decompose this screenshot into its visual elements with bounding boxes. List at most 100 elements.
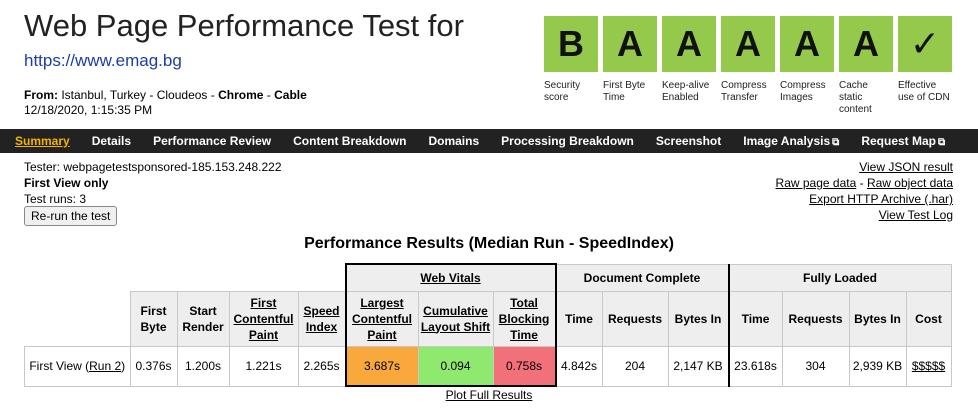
- cell-doc-requests: 204: [601, 345, 669, 387]
- tab-processing-breakdown[interactable]: Processing Breakdown: [501, 134, 634, 148]
- raw-data-links: Raw page data - Raw object data: [776, 175, 953, 191]
- row-label: First View (Run 2): [24, 345, 131, 387]
- grade-label: Effective use of CDN: [898, 80, 950, 103]
- col-full-requests: Requests: [781, 290, 850, 347]
- web-vitals-group[interactable]: Web Vitals: [344, 263, 557, 292]
- speed-index-link[interactable]: Speed Index: [303, 303, 340, 334]
- grade-label: Keep-alive Enabled: [662, 80, 710, 103]
- external-link-icon: ⧉: [938, 137, 946, 148]
- tab-summary[interactable]: Summary: [15, 134, 70, 148]
- grade-badge: A: [839, 16, 893, 72]
- col-doc-time: Time: [555, 290, 603, 347]
- col-tbt[interactable]: Total Blocking Time: [492, 290, 557, 347]
- col-doc-bytes: Bytes In: [667, 290, 729, 347]
- tab-domains[interactable]: Domains: [428, 134, 480, 148]
- tab-details[interactable]: Details: [91, 134, 132, 148]
- cell-lcp: 3.687s: [344, 345, 419, 387]
- grade-label: Compress Images: [780, 80, 826, 103]
- tab-image-analysis[interactable]: Image Analysis ⧉: [743, 134, 839, 148]
- header-spacer: [24, 264, 346, 291]
- cell-first-byte: 0.376s: [129, 345, 178, 387]
- cell-speed-index: 2.265s: [297, 345, 346, 387]
- separator: -: [856, 176, 867, 190]
- tested-url-link[interactable]: https://www.emag.bg: [24, 51, 182, 70]
- rerun-button[interactable]: Re-run the test: [24, 206, 118, 226]
- result-links: View JSON result Raw page data - Raw obj…: [776, 159, 953, 223]
- grade-badge: A: [780, 16, 834, 72]
- grade-label: Security score: [544, 80, 581, 103]
- tab-performance-review[interactable]: Performance Review: [153, 134, 272, 148]
- view-test-log-link[interactable]: View Test Log: [878, 208, 953, 222]
- grade-label: First Byte Time: [603, 80, 646, 103]
- col-first-byte: First Byte: [129, 290, 178, 347]
- grade-badge: B: [544, 16, 598, 72]
- grade-compress-transfer[interactable]: A Compress Transfer: [721, 16, 775, 104]
- cell-cost[interactable]: $$$$$: [905, 345, 952, 387]
- tab-screenshot[interactable]: Screenshot: [655, 134, 722, 148]
- results-table: Web Vitals Document Complete Fully Loade…: [24, 263, 952, 387]
- grade-badge: A: [662, 16, 716, 72]
- export-har-link[interactable]: Export HTTP Archive (.har): [809, 192, 953, 206]
- col-fcp[interactable]: First Contentful Paint: [228, 290, 299, 347]
- grade-compress-images[interactable]: A Compress Images: [780, 16, 834, 104]
- cost-link[interactable]: $$$$$: [911, 359, 946, 373]
- tab-request-map[interactable]: Request Map ⧉: [861, 134, 945, 148]
- checkmark-icon: ✓: [898, 16, 952, 72]
- plot-results: Plot Full Results: [0, 388, 978, 402]
- tab-content-breakdown[interactable]: Content Breakdown: [293, 134, 407, 148]
- col-full-time: Time: [727, 290, 783, 347]
- grade-cache-static[interactable]: A Cache static content: [839, 16, 893, 116]
- col-doc-requests: Requests: [601, 290, 669, 347]
- cell-cls: 0.094: [417, 345, 494, 387]
- fully-loaded-group: Fully Loaded: [727, 263, 952, 292]
- browser-name: Chrome: [218, 88, 264, 102]
- cell-full-time: 23.618s: [727, 345, 783, 387]
- grade-badge: A: [603, 16, 657, 72]
- fcp-link[interactable]: First Contentful Paint: [233, 295, 294, 342]
- row-label-header: [24, 291, 130, 346]
- grade-cdn[interactable]: ✓ Effective use of CDN: [898, 16, 952, 104]
- raw-page-data-link[interactable]: Raw page data: [775, 176, 857, 190]
- lcp-link[interactable]: Largest Contentful Paint: [352, 295, 412, 342]
- view-json-link[interactable]: View JSON result: [859, 160, 953, 174]
- separator: -: [263, 88, 275, 102]
- col-cls[interactable]: Cumulative Layout Shift: [417, 290, 494, 347]
- from-label: From:: [24, 88, 58, 102]
- grade-first-byte[interactable]: A First Byte Time: [603, 16, 657, 104]
- document-complete-group: Document Complete: [555, 263, 729, 292]
- test-runs: Test runs: 3: [24, 192, 87, 206]
- col-cost: Cost: [905, 290, 952, 347]
- tbt-link[interactable]: Total Blocking Time: [498, 295, 550, 342]
- cell-doc-bytes: 2,147 KB: [667, 345, 729, 387]
- tester-info: Tester: webpagetestsponsored-185.153.248…: [24, 160, 282, 174]
- col-start-render: Start Render: [176, 290, 230, 347]
- cell-tbt: 0.758s: [492, 345, 557, 387]
- plot-full-results-link[interactable]: Plot Full Results: [445, 388, 533, 402]
- table-row: First View (Run 2) 0.376s 1.200s 1.221s …: [24, 345, 952, 387]
- test-meta: Tester: webpagetestsponsored-185.153.248…: [24, 159, 282, 207]
- cell-start-render: 1.200s: [176, 345, 230, 387]
- row-label-end: ): [121, 358, 126, 373]
- cell-full-bytes: 2,939 KB: [848, 345, 907, 387]
- tab-label: Request Map: [861, 134, 936, 148]
- row-label-text: First View (: [29, 358, 90, 373]
- cls-link[interactable]: Cumulative Layout Shift: [420, 303, 491, 334]
- run-link[interactable]: Run 2: [89, 358, 122, 373]
- test-datetime: 12/18/2020, 1:15:35 PM: [24, 103, 153, 117]
- grade-security[interactable]: B Security score: [544, 16, 598, 104]
- col-speed-index[interactable]: Speed Index: [297, 290, 346, 347]
- grade-keep-alive[interactable]: A Keep-alive Enabled: [662, 16, 716, 104]
- grade-label: Compress Transfer: [721, 80, 767, 103]
- test-info: From: Istanbul, Turkey - Cloudeos - Chro…: [24, 88, 307, 118]
- cell-doc-time: 4.842s: [555, 345, 603, 387]
- cell-full-requests: 304: [781, 345, 850, 387]
- external-link-icon: ⧉: [832, 137, 840, 148]
- view-mode: First View only: [24, 176, 109, 190]
- grade-badge: A: [721, 16, 775, 72]
- col-lcp[interactable]: Largest Contentful Paint: [344, 290, 419, 347]
- cell-fcp: 1.221s: [228, 345, 299, 387]
- raw-object-data-link[interactable]: Raw object data: [866, 176, 953, 190]
- web-vitals-link[interactable]: Web Vitals: [420, 270, 481, 285]
- results-title: Performance Results (Median Run - SpeedI…: [304, 235, 674, 252]
- col-full-bytes: Bytes In: [848, 290, 907, 347]
